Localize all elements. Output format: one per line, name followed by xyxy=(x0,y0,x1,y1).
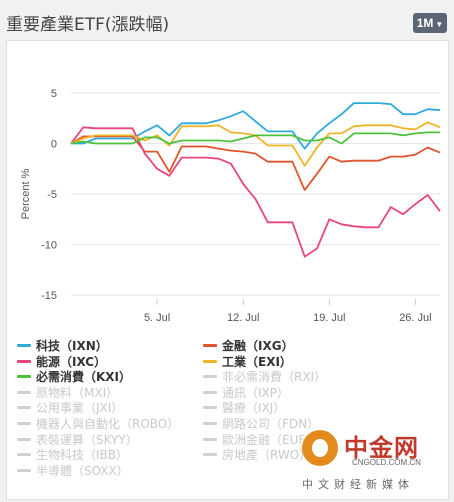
legend-swatch xyxy=(203,390,217,394)
legend-swatch xyxy=(17,390,31,394)
page-title: 重要產業ETF(漲跌幅) xyxy=(6,15,170,35)
y-tick-label: -15 xyxy=(41,290,57,302)
legend-label: 生物科技（IBB） xyxy=(36,448,129,463)
x-tick-label: 5. Jul xyxy=(144,312,170,324)
line-chart: 5 0 -5 -10 -15 Percent % 5. Jul 12. Jul 19. Jul 2… xyxy=(20,88,441,324)
period-dropdown-button[interactable]: 1M ▼ xyxy=(413,13,447,33)
legend-item[interactable]: 科技（IXN） xyxy=(17,337,108,353)
legend-label: 表裝運算（SKYY） xyxy=(36,432,138,447)
legend-item[interactable]: 公用事業（JXI） xyxy=(17,399,124,416)
legend-label: 網路公司（FDN） xyxy=(222,417,320,431)
y-tick-label: -10 xyxy=(41,240,57,252)
legend-item[interactable]: 非必需消費（RXI） xyxy=(203,368,327,385)
legend-label: 非必需消費（RXI） xyxy=(222,370,327,385)
legend-label: 工業（EXI） xyxy=(222,354,292,369)
legend-item[interactable]: 網路公司（FDN） xyxy=(203,415,320,431)
period-label: 1M xyxy=(416,16,434,30)
legend-item[interactable]: 房地產（RWO） xyxy=(203,446,312,463)
legend-swatch xyxy=(17,359,31,363)
legend-swatch xyxy=(203,375,217,379)
legend-swatch xyxy=(203,437,217,441)
series-line-0[interactable] xyxy=(71,102,441,150)
legend-label: 醫療（IXJ） xyxy=(222,401,286,416)
legend-item[interactable]: 工業（EXI） xyxy=(203,353,292,369)
legend-label: 必需消費（KXI） xyxy=(36,370,132,385)
series-line-2[interactable] xyxy=(70,126,441,258)
x-tick-label: 19. Jul xyxy=(313,312,345,324)
legend-item[interactable]: 能源（IXC） xyxy=(17,353,107,369)
legend-item[interactable]: 通訊（IXP） xyxy=(203,384,289,400)
y-tick-label: -5 xyxy=(47,189,57,201)
legend-label: 房地產（RWO） xyxy=(222,448,312,463)
series-line-4[interactable] xyxy=(70,131,440,145)
chart-card: 5 0 -5 -10 -15 Percent % 5. Jul 12. Jul 19. Jul 2… xyxy=(6,40,449,500)
legend-label: 原物料（MXI） xyxy=(36,385,119,400)
legend-item[interactable]: 醫療（IXJ） xyxy=(203,399,286,416)
cngold-logo-icon xyxy=(302,430,338,466)
legend-swatch xyxy=(203,344,217,347)
legend-swatch xyxy=(17,375,31,379)
legend-item[interactable]: 金融（IXG） xyxy=(203,337,294,353)
watermark-url: CNGOLD.COM.CN xyxy=(352,458,421,467)
legend-item[interactable]: 生物科技（IBB） xyxy=(17,446,129,463)
legend-item[interactable]: 表裝運算（SKYY） xyxy=(17,431,138,447)
y-axis-label: Percent % xyxy=(20,168,32,219)
x-tick-label: 26. Jul xyxy=(399,312,431,324)
legend-swatch xyxy=(203,359,217,363)
legend-swatch xyxy=(17,422,31,425)
watermark: 中金网 CNGOLD.COM.CN 中文财经新媒体 xyxy=(298,424,448,494)
legend-swatch xyxy=(17,437,31,441)
legend-item[interactable]: 歐洲金融（EUFN） xyxy=(203,431,327,447)
legend-label: 金融（IXG） xyxy=(222,339,294,353)
y-tick-label: 5 xyxy=(51,88,57,100)
watermark-slogan: 中文财经新媒体 xyxy=(302,478,414,491)
legend-item[interactable]: 機器人與自動化（ROBO） xyxy=(17,415,180,431)
legend-item[interactable]: 半導體（SOXX） xyxy=(17,462,129,478)
watermark-name: 中金网 xyxy=(344,434,419,462)
legend-label: 通訊（IXP） xyxy=(222,385,289,400)
legend-label: 歐洲金融（EUFN） xyxy=(222,432,327,447)
series-line-1[interactable] xyxy=(70,135,441,191)
legend-swatch xyxy=(17,468,31,472)
legend-swatch xyxy=(203,422,217,425)
legend-item[interactable]: 原物料（MXI） xyxy=(17,384,119,400)
header: 重要產業ETF(漲跌幅) 1M ▼ xyxy=(0,0,454,40)
legend-swatch xyxy=(17,406,31,410)
legend-label: 能源（IXC） xyxy=(36,354,107,369)
legend-item[interactable]: 必需消費（KXI） xyxy=(17,368,132,385)
legend-swatch xyxy=(17,344,31,347)
legend-swatch xyxy=(17,453,31,457)
legend-label: 機器人與自動化（ROBO） xyxy=(36,417,180,431)
legend-swatch xyxy=(203,453,217,457)
legend-label: 科技（IXN） xyxy=(36,339,108,353)
legend-swatch xyxy=(203,406,217,410)
legend-label: 公用事業（JXI） xyxy=(36,401,124,416)
x-tick-label: 12. Jul xyxy=(227,312,259,324)
y-tick-label: 0 xyxy=(51,139,57,151)
legend-label: 半導體（SOXX） xyxy=(36,463,129,478)
chevron-down-icon: ▼ xyxy=(435,20,444,29)
